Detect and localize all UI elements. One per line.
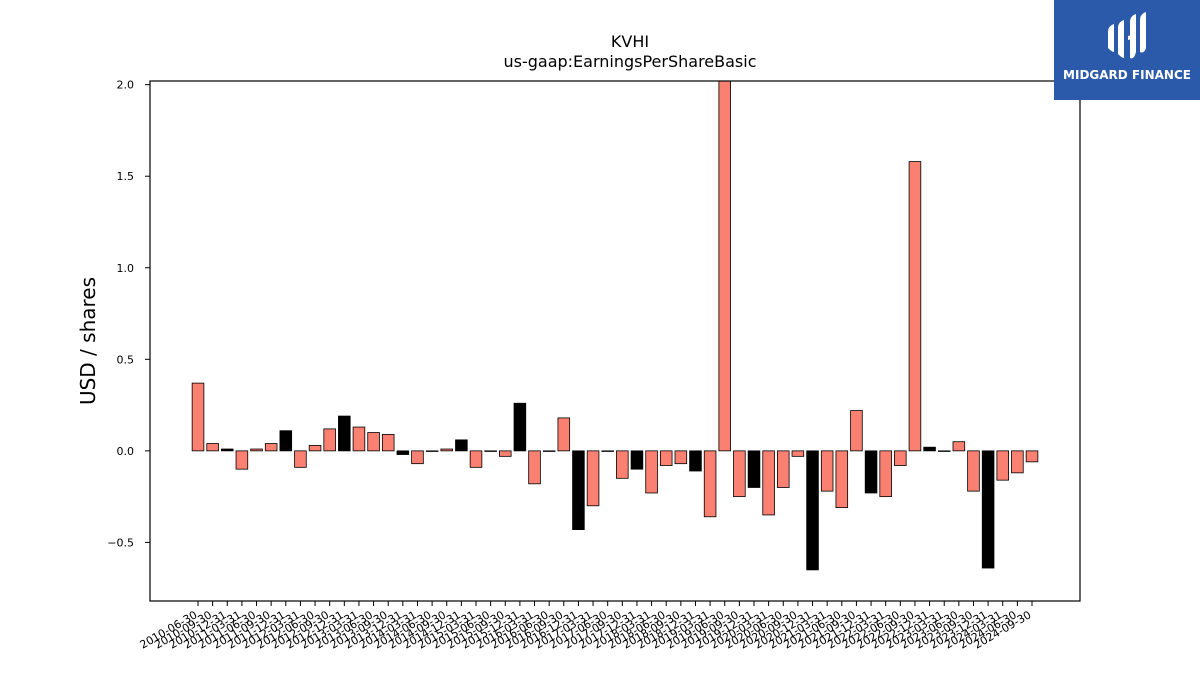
bar-2020-12-31 <box>806 450 819 571</box>
bar-2018-12-31 <box>689 450 702 472</box>
bar-2010-12-31 <box>221 448 234 452</box>
bar-2016-06-30 <box>542 450 556 452</box>
bar-2024-09-30 <box>1025 450 1039 463</box>
bar-2019-12-31 <box>747 450 761 488</box>
bar-2016-12-31 <box>572 450 585 530</box>
bar-2016-03-31 <box>528 450 541 485</box>
bar-2023-06-30 <box>952 441 966 452</box>
bar-2021-06-30 <box>835 450 849 509</box>
y-tick-label: −0.5 <box>107 536 134 549</box>
bar-2023-09-30 <box>967 450 980 492</box>
y-tick-label: 0.5 <box>117 353 135 366</box>
bar-2011-09-30 <box>264 443 278 452</box>
logo-brand-text: MIDGARD FINANCE <box>1063 68 1191 82</box>
chart-title: KVHI <box>610 32 650 51</box>
y-tick-label: 1.0 <box>117 262 135 275</box>
bar-2011-03-31 <box>235 450 249 470</box>
bar-2017-09-30 <box>616 450 629 479</box>
bar-2014-06-30 <box>425 450 439 452</box>
plot-frame <box>149 80 1081 602</box>
bar-2020-09-30 <box>791 450 805 457</box>
y-axis: −0.5 0.0 0.5 1.0 1.5 2.0 <box>107 79 150 549</box>
y-tick-label: 1.5 <box>117 170 135 183</box>
bar-2013-06-30 <box>367 432 380 452</box>
bar-2022-09-30 <box>908 161 922 452</box>
bars-layer <box>191 81 1039 571</box>
bar-2024-06-30 <box>1011 450 1024 474</box>
bar-2013-03-31 <box>352 426 366 452</box>
bar-2018-09-30 <box>674 450 688 465</box>
bar-2014-03-31 <box>411 450 424 465</box>
bar-2010-06-30 <box>191 382 205 452</box>
bar-2016-09-30 <box>557 417 571 452</box>
bar-2012-09-30 <box>323 428 336 452</box>
bar-2018-03-31 <box>645 450 658 494</box>
bar-2019-09-30 <box>733 450 746 498</box>
midgard-finance-logo: MIDGARD FINANCE <box>1054 0 1200 100</box>
bar-2021-12-31 <box>864 450 878 494</box>
bar-2015-09-30 <box>499 450 512 457</box>
bar-2011-06-30 <box>250 448 263 452</box>
bar-2018-06-30 <box>659 450 673 466</box>
y-tick-label: 0.0 <box>117 445 135 458</box>
bar-2010-09-30 <box>206 443 219 452</box>
bar-2012-06-30 <box>308 444 322 452</box>
bar-2022-03-31 <box>879 450 892 498</box>
bar-2017-03-31 <box>586 450 600 507</box>
bar-2015-12-31 <box>513 402 527 452</box>
x-axis: 2010-06-302010-09-302010-12-312011-03-31… <box>138 601 1034 652</box>
bar-2012-03-31 <box>294 450 307 468</box>
y-tick-label: 2.0 <box>117 79 135 92</box>
bar-2021-09-30 <box>850 410 863 452</box>
bar-2023-12-31 <box>981 450 995 569</box>
bar-2023-03-31 <box>937 450 951 452</box>
bar-2014-12-31 <box>455 439 468 452</box>
bar-2021-03-31 <box>820 450 834 492</box>
bar-2024-03-31 <box>996 450 1009 481</box>
chart-subtitle: us-gaap:EarningsPerShareBasic <box>503 52 757 71</box>
bar-2013-12-31 <box>396 450 410 455</box>
bar-2014-09-30 <box>440 448 453 452</box>
bar-2022-12-31 <box>923 446 936 452</box>
bar-2019-06-30 <box>718 81 731 452</box>
bar-2022-06-30 <box>894 450 907 466</box>
bar-2013-09-30 <box>381 433 395 452</box>
bar-2019-03-31 <box>703 450 717 518</box>
bar-2020-03-31 <box>762 450 775 516</box>
bar-2020-06-30 <box>777 450 790 488</box>
midgard-logo-icon <box>1108 12 1146 59</box>
bar-2015-03-31 <box>469 450 483 468</box>
bar-2015-06-30 <box>484 450 497 452</box>
bar-2011-12-31 <box>279 430 293 452</box>
y-axis-label: USD / shares <box>76 277 100 405</box>
bar-2017-06-30 <box>601 450 614 452</box>
bar-2012-12-31 <box>338 415 351 452</box>
bar-2017-12-31 <box>630 450 644 470</box>
